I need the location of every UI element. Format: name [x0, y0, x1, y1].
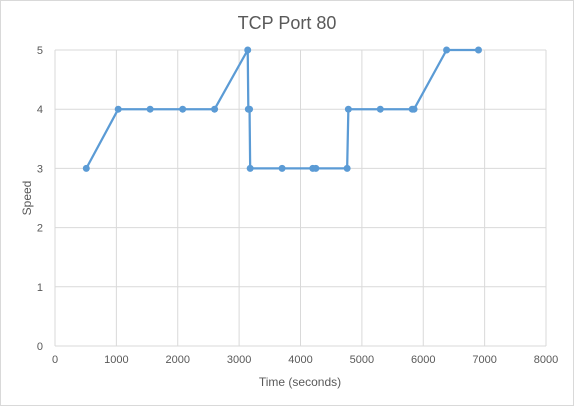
y-tick-label-3: 3 — [37, 163, 43, 175]
data-point-13 — [344, 105, 352, 113]
chart-title: TCP Port 80 — [238, 13, 337, 33]
data-point-3 — [179, 105, 187, 113]
x-tick-label-1: 1000 — [104, 354, 128, 366]
data-point-12 — [343, 164, 351, 172]
data-point-16 — [410, 105, 418, 113]
data-point-7 — [246, 105, 254, 113]
x-tick-label-3: 3000 — [227, 354, 251, 366]
y-tick-label-1: 1 — [37, 282, 43, 294]
data-point-11 — [312, 164, 320, 172]
data-point-18 — [474, 46, 482, 54]
data-point-4 — [211, 105, 219, 113]
x-tick-label-4: 4000 — [288, 354, 312, 366]
y-tick-label-0: 0 — [37, 341, 43, 353]
data-point-9 — [278, 164, 286, 172]
x-tick-label-2: 2000 — [166, 354, 190, 366]
x-tick-labels: 0 1000 2000 3000 4000 5000 6000 7000 8000 — [52, 354, 558, 366]
x-tick-label-0: 0 — [52, 354, 58, 366]
y-axis-label: Speed — [20, 181, 34, 216]
data-point-8 — [246, 164, 254, 172]
data-point-17 — [443, 46, 451, 54]
y-tick-label-2: 2 — [37, 223, 43, 235]
gridlines — [54, 49, 547, 347]
y-tick-label-5: 5 — [37, 45, 43, 57]
x-tick-label-7: 7000 — [472, 354, 496, 366]
data-point-14 — [376, 105, 384, 113]
data-point-1 — [114, 105, 122, 113]
x-tick-label-5: 5000 — [350, 354, 374, 366]
data-point-5 — [244, 46, 252, 54]
data-series — [82, 46, 482, 172]
data-point-2 — [146, 105, 154, 113]
x-tick-label-6: 6000 — [411, 354, 435, 366]
data-point-0 — [82, 164, 90, 172]
x-tick-label-8: 8000 — [534, 354, 558, 366]
y-tick-labels: 0 1 2 3 4 5 — [37, 45, 43, 353]
x-axis-label: Time (seconds) — [259, 375, 341, 389]
y-tick-label-4: 4 — [37, 104, 43, 116]
